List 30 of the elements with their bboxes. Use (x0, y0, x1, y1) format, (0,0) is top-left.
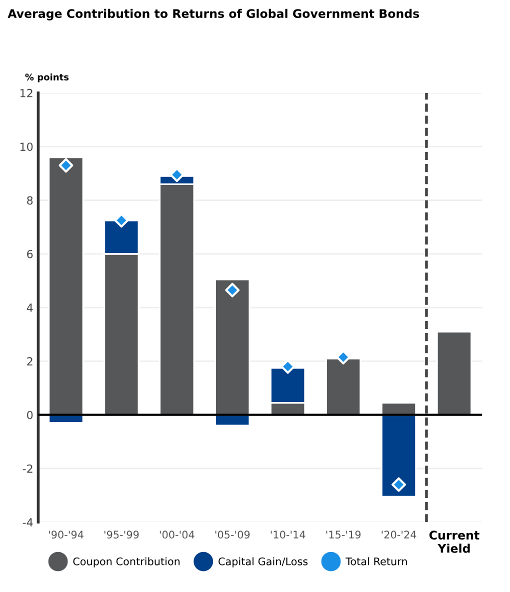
bar (436, 330, 472, 416)
x-tick-label: '20-'24 (382, 530, 416, 539)
bar (214, 278, 250, 416)
y-tick-label: 10 (20, 142, 33, 151)
y-tick-label: 0 (27, 410, 33, 420)
point (225, 282, 240, 298)
point (280, 359, 296, 374)
bar (48, 156, 84, 416)
x-tick-label: '10-'14 (270, 530, 306, 539)
x-tick-label: '90-'94 (48, 530, 84, 539)
x-tick-label: '05-'09 (215, 530, 250, 539)
chart-title: Average Contribution to Returns of Global Government Bonds (8, 8, 420, 20)
point (58, 158, 74, 173)
x-tick-label: '95-'99 (104, 530, 139, 539)
legend-label: Capital Gain/Loss (218, 557, 308, 568)
y-tick-label: -4 (22, 518, 33, 526)
x-tick-label: Current Yield (429, 530, 480, 553)
y-tick-label: 6 (27, 250, 33, 258)
y-tick-label: -2 (22, 464, 32, 473)
legend-label: Coupon Contribution (73, 557, 180, 568)
x-tick-label: '00-'04 (160, 530, 194, 539)
y-tick-label: 2 (27, 357, 32, 366)
bar (380, 414, 417, 498)
y-axis-title: % points (25, 73, 69, 82)
y-tick-label: 12 (20, 88, 32, 98)
legend-label: Total Return (346, 557, 407, 566)
point (392, 477, 406, 492)
x-tick-label: '15-'19 (326, 530, 361, 539)
y-tick-label: 4 (26, 304, 33, 312)
y-tick-label: 8 (27, 196, 33, 205)
